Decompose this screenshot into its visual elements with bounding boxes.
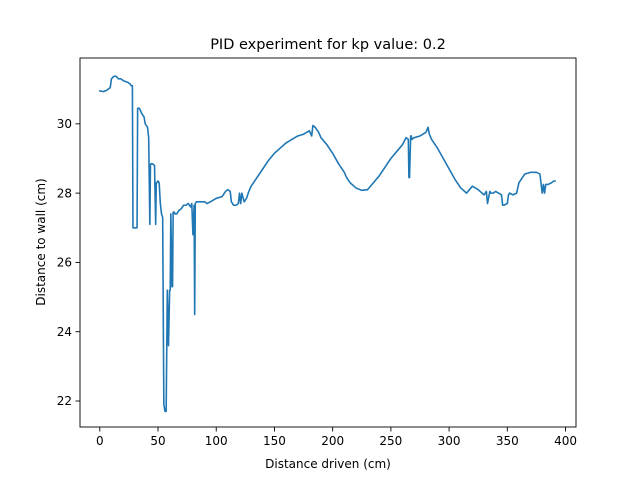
y-tick-label: 26: [57, 256, 72, 270]
x-tick-label: 0: [96, 434, 104, 448]
x-tick-label: 150: [263, 434, 286, 448]
x-tick-label: 200: [321, 434, 344, 448]
x-axis: 0 50 100 150 200 250 300 350 400: [96, 427, 577, 448]
chart-title: PID experiment for kp value: 0.2: [210, 37, 446, 53]
axes-frame: [79, 57, 577, 428]
y-tick-label: 22: [57, 394, 72, 408]
y-tick-label: 30: [57, 117, 72, 131]
x-tick-label: 400: [554, 434, 577, 448]
x-tick-label: 50: [150, 434, 165, 448]
series-line: [98, 75, 556, 413]
x-tick-label: 350: [496, 434, 519, 448]
x-axis-label: Distance driven (cm): [265, 457, 391, 471]
y-axis-label: Distance to wall (cm): [34, 178, 48, 305]
x-tick-label: 250: [379, 434, 402, 448]
plot-area: [98, 75, 556, 413]
y-axis: 22 24 26 28 30: [57, 117, 80, 408]
y-tick-label: 28: [57, 186, 72, 200]
y-tick-label: 24: [57, 325, 72, 339]
x-tick-label: 300: [438, 434, 461, 448]
x-tick-label: 100: [205, 434, 228, 448]
